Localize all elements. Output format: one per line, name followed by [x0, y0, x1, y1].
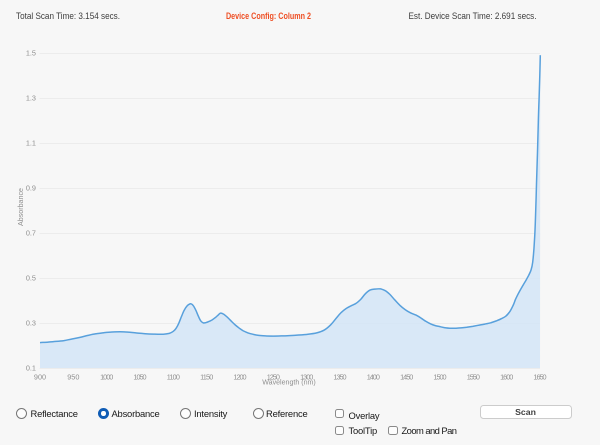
svg-text:0.9: 0.9 [26, 184, 36, 193]
svg-text:0.3: 0.3 [26, 319, 36, 328]
svg-text:1550: 1550 [467, 373, 480, 382]
svg-text:1050: 1050 [133, 373, 146, 382]
svg-text:1650: 1650 [533, 373, 546, 382]
svg-text:1150: 1150 [200, 373, 213, 382]
svg-text:1400: 1400 [367, 373, 380, 382]
svg-text:1600: 1600 [500, 373, 513, 382]
svg-text:1.5: 1.5 [26, 49, 36, 58]
svg-text:1.1: 1.1 [26, 139, 36, 148]
svg-text:1.3: 1.3 [26, 94, 36, 103]
svg-text:0.1: 0.1 [26, 364, 36, 373]
svg-text:1250: 1250 [267, 373, 280, 382]
svg-text:1350: 1350 [333, 373, 346, 382]
svg-text:1000: 1000 [100, 373, 113, 382]
svg-text:950: 950 [67, 373, 79, 382]
svg-text:1300: 1300 [300, 373, 313, 382]
svg-text:0.5: 0.5 [26, 274, 36, 283]
svg-text:Est. Device Scan Time: 2.691 s: Est. Device Scan Time: 2.691 secs. [409, 11, 537, 22]
svg-text:1200: 1200 [233, 373, 246, 382]
svg-text:1100: 1100 [167, 373, 180, 382]
svg-text:Total Scan Time: 3.154 secs.: Total Scan Time: 3.154 secs. [16, 11, 120, 22]
svg-text:Device Config: Column 2: Device Config: Column 2 [226, 11, 311, 22]
svg-text:900: 900 [34, 373, 46, 382]
svg-text:Wavelength (nm): Wavelength (nm) [262, 378, 316, 387]
svg-text:1450: 1450 [400, 373, 413, 382]
svg-text:0.7: 0.7 [26, 229, 36, 238]
svg-text:1500: 1500 [433, 373, 446, 382]
svg-text:Absorbance: Absorbance [16, 188, 25, 226]
